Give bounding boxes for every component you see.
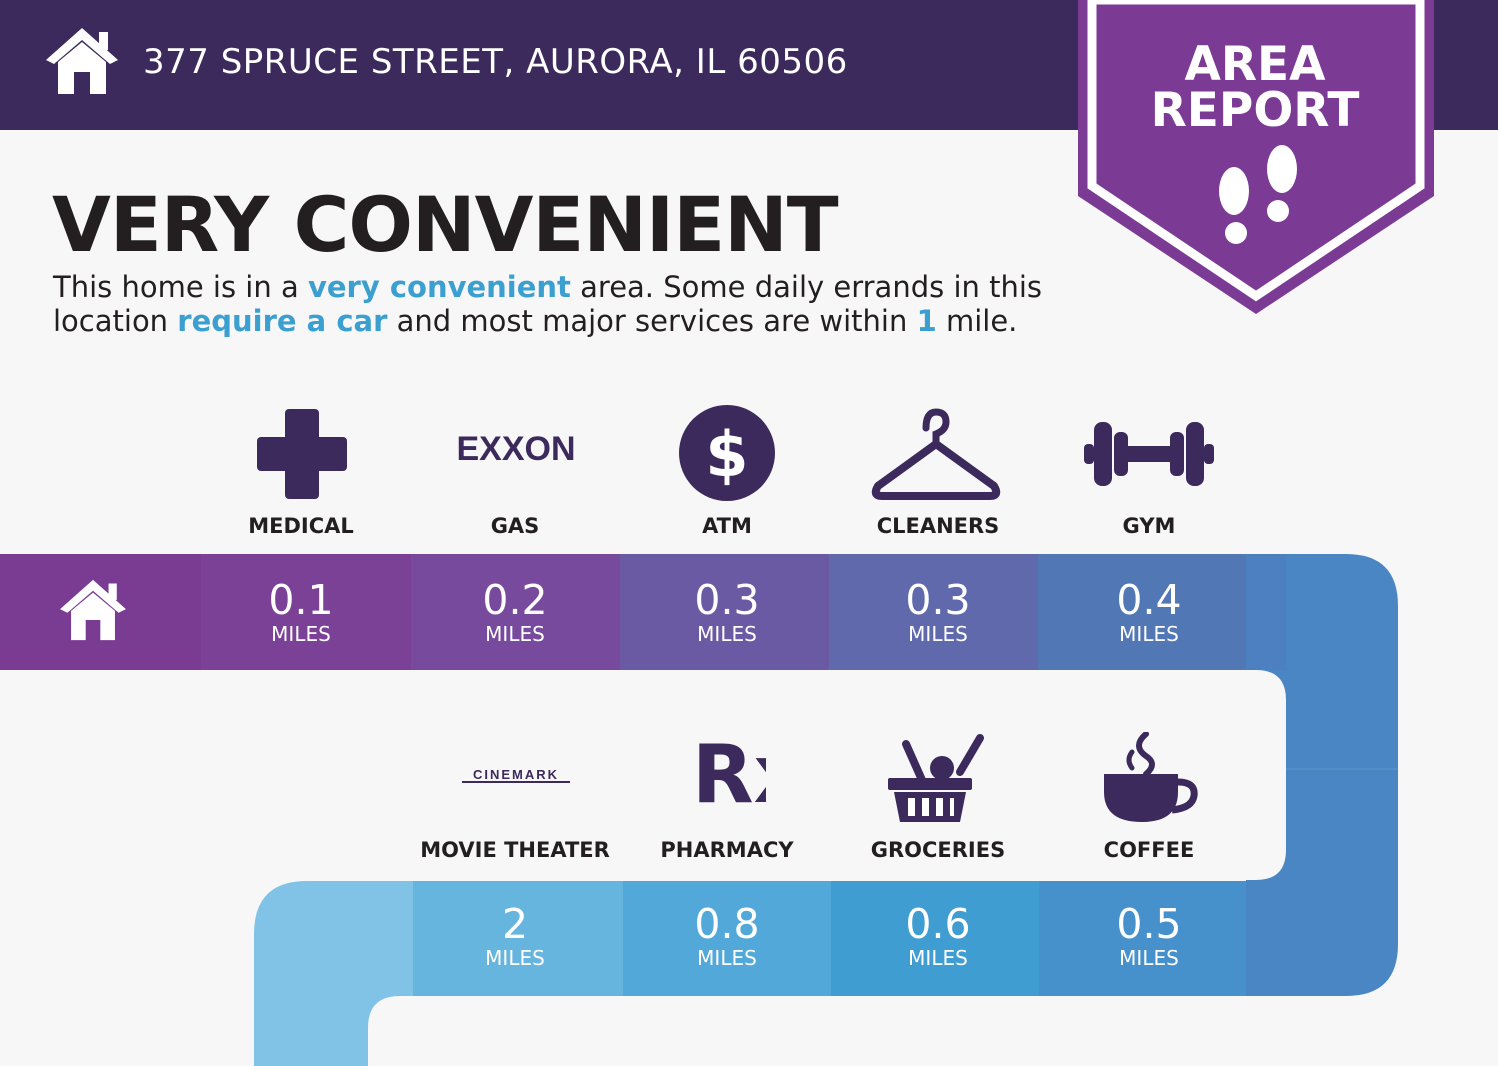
label-pharmacy: PHARMACY: [660, 838, 794, 862]
home-icon: [46, 28, 118, 94]
medical-cross-icon: [257, 409, 347, 499]
distance-value: 0.4: [1116, 576, 1182, 624]
svg-text:$: $: [705, 418, 748, 491]
label-gas: GAS: [490, 514, 540, 538]
distance-value: 0.5: [1116, 900, 1182, 948]
address-text: 377 SPRUCE STREET, AURORA, IL 60506: [143, 42, 848, 82]
distance-unit: MILES: [697, 946, 757, 970]
exxon-logo-text: EXXON: [458, 430, 574, 468]
distance-gym: 0.4 MILES: [1044, 578, 1254, 646]
coffee-cup-icon: [1104, 732, 1198, 822]
label-gym: GYM: [1122, 514, 1176, 538]
distance-pharmacy: 0.8 MILES: [622, 902, 832, 970]
distance-unit: MILES: [1119, 622, 1179, 646]
cinemark-logo-text: CINEMARK: [473, 767, 559, 782]
badge-title: AREA REPORT: [1100, 37, 1410, 138]
distance-unit: MILES: [697, 622, 757, 646]
desc-highlight: very convenient: [307, 270, 571, 304]
label-groceries: GROCERIES: [870, 838, 1006, 862]
distance-medical: 0.1 MILES: [196, 578, 406, 646]
label-movie-theater: MOVIE THEATER: [420, 838, 610, 862]
hanger-icon: [871, 408, 1001, 500]
distance-value: 0.1: [268, 576, 334, 624]
home-start-icon: [60, 579, 126, 641]
distance-gas: 0.2 MILES: [410, 578, 620, 646]
distance-movie-theater: 2 MILES: [410, 902, 620, 970]
label-medical: MEDICAL: [248, 514, 354, 538]
label-cleaners: CLEANERS: [876, 514, 1000, 538]
distance-unit: MILES: [485, 622, 545, 646]
rx-icon-text: Rx: [692, 730, 766, 821]
distance-value: 0.2: [482, 576, 548, 624]
label-coffee: COFFEE: [1103, 838, 1195, 862]
badge-line-1: AREA: [1184, 37, 1326, 92]
cinemark-logo: CINEMARK: [462, 767, 570, 783]
distance-unit: MILES: [271, 622, 331, 646]
exxon-logo: EXXON: [458, 430, 574, 468]
label-atm: ATM: [702, 514, 752, 538]
badge-line-2: REPORT: [1150, 83, 1360, 138]
distance-value: 0.3: [694, 576, 760, 624]
page-title: VERY CONVENIENT: [52, 180, 839, 269]
desc-part: area. Some daily errands in this locatio…: [53, 270, 1043, 338]
distance-value: 0.3: [905, 576, 971, 624]
rx-icon: Rx: [692, 730, 766, 821]
dollar-icon: $: [679, 405, 775, 501]
distance-groceries: 0.6 MILES: [833, 902, 1043, 970]
grocery-basket-icon: [888, 734, 984, 822]
desc-part: and most major services are within: [387, 304, 917, 338]
distance-cleaners: 0.3 MILES: [833, 578, 1043, 646]
desc-highlight: 1: [916, 304, 937, 338]
desc-highlight: require a car: [177, 304, 388, 338]
dumbbell-icon: [1084, 422, 1214, 486]
distance-atm: 0.3 MILES: [622, 578, 832, 646]
distance-unit: MILES: [485, 946, 545, 970]
distance-unit: MILES: [1119, 946, 1179, 970]
distance-unit: MILES: [908, 946, 968, 970]
summary-text: This home is in a very convenient area. …: [53, 270, 1073, 338]
distance-unit: MILES: [908, 622, 968, 646]
footprints-icon: [1219, 145, 1297, 244]
distance-value: 0.8: [694, 900, 760, 948]
desc-part: This home is in a: [53, 270, 308, 304]
distance-value: 2: [501, 900, 529, 948]
distance-value: 0.6: [905, 900, 971, 948]
area-report-badge: [1078, 0, 1434, 314]
distance-coffee: 0.5 MILES: [1044, 902, 1254, 970]
desc-part: mile.: [936, 304, 1018, 338]
